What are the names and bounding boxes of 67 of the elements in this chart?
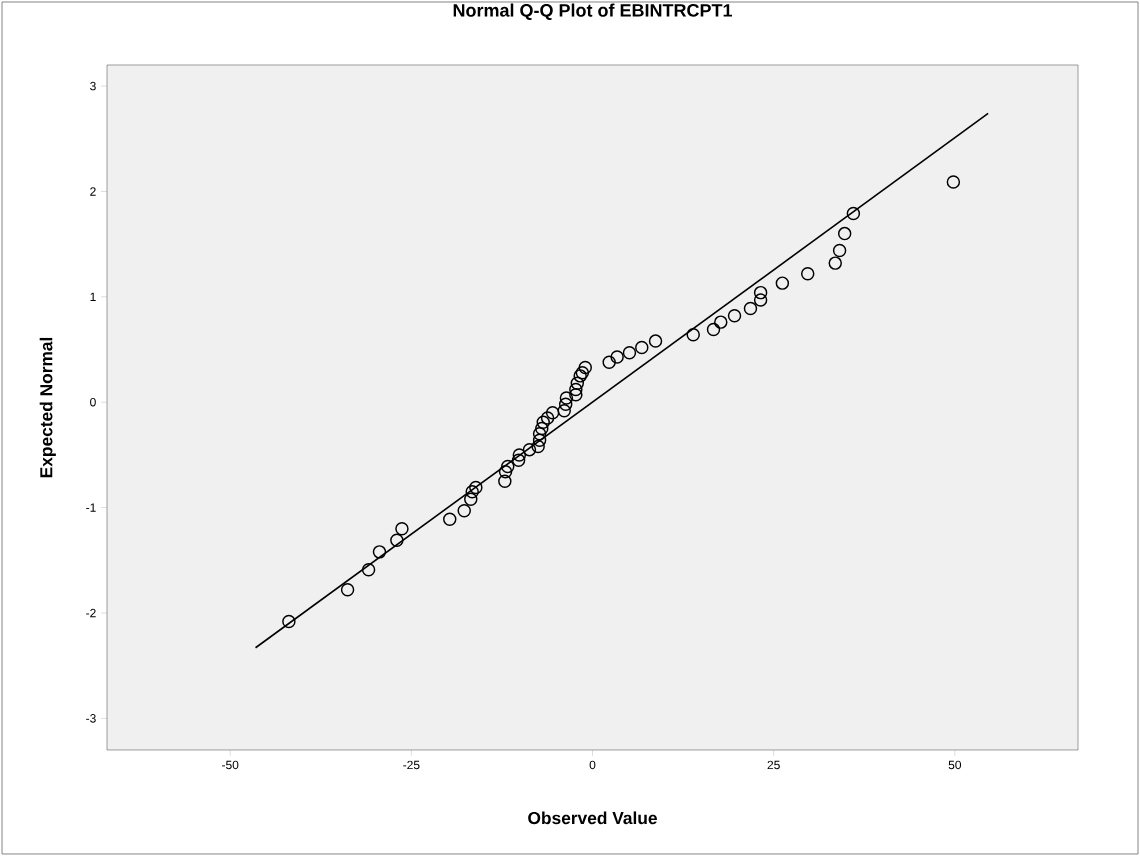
point [610, 350, 624, 364]
point [532, 433, 547, 447]
point [522, 442, 537, 457]
y-tick-label: 3 [90, 81, 96, 91]
point [575, 365, 590, 380]
x-tick-label: 0 [589, 760, 596, 770]
y-tick-label: 0 [90, 397, 96, 407]
point [531, 439, 545, 454]
y-tick-label: -3 [86, 714, 96, 723]
point [464, 492, 478, 506]
point [573, 369, 587, 383]
point [846, 206, 861, 221]
point [578, 360, 592, 375]
point [828, 256, 842, 270]
point [686, 328, 700, 342]
point [498, 465, 513, 479]
y-axis-title: Expected Normal [39, 337, 56, 478]
point [465, 485, 479, 499]
y-tick-label: 2 [90, 187, 96, 196]
point [559, 391, 574, 405]
point [743, 301, 758, 316]
point [753, 293, 768, 307]
point [443, 512, 457, 526]
point [648, 334, 663, 348]
point [569, 388, 583, 402]
x-tick-label: 50 [948, 760, 962, 770]
point [532, 427, 547, 441]
point [570, 376, 585, 390]
point [469, 480, 483, 495]
point [837, 226, 852, 241]
point [500, 459, 515, 474]
point [498, 474, 512, 488]
point [395, 521, 409, 536]
point [727, 309, 742, 323]
point [535, 421, 549, 436]
point [361, 563, 376, 577]
point [622, 345, 637, 360]
x-tick-label: -50 [222, 760, 239, 770]
point [800, 266, 815, 281]
point [512, 448, 527, 462]
point [558, 397, 573, 412]
point [545, 406, 560, 420]
point [569, 382, 583, 397]
point [602, 355, 616, 369]
point [706, 322, 721, 337]
point [714, 315, 728, 329]
point [775, 276, 790, 290]
point [536, 415, 550, 429]
y-tick-label: -1 [86, 503, 96, 512]
point [372, 545, 387, 559]
point [457, 504, 471, 518]
y-tick-label: -2 [86, 608, 96, 618]
x-axis-title: Observed Value [528, 811, 657, 825]
x-tick-label: -25 [403, 760, 420, 770]
y-tick-label: 1 [90, 292, 96, 301]
point [340, 583, 355, 597]
point [557, 403, 571, 418]
point [511, 453, 526, 467]
point [282, 614, 296, 629]
x-tick-label: 25 [767, 760, 780, 770]
point [946, 175, 961, 189]
point [540, 411, 555, 425]
point [635, 340, 649, 355]
chart-title: Normal Q-Q Plot of EBINTRCPT1 [453, 3, 733, 21]
point [390, 533, 404, 548]
point [832, 243, 847, 258]
point [753, 285, 768, 300]
